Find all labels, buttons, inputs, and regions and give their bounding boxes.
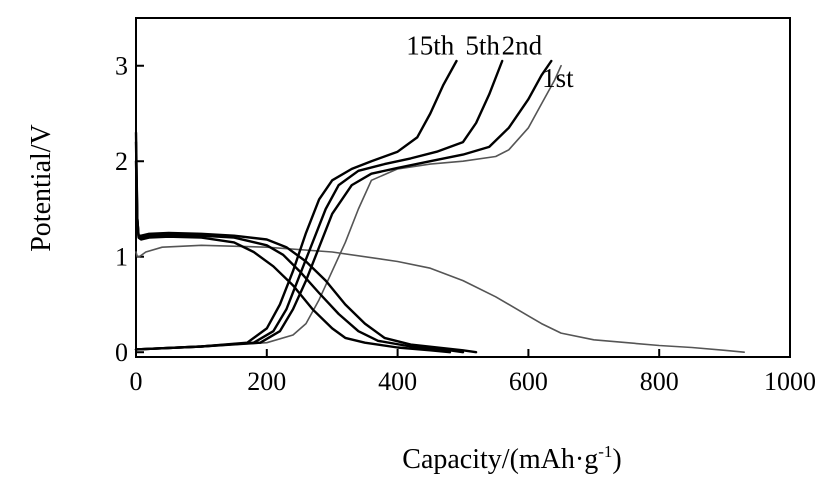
series-15th-charge-line (134, 59, 458, 351)
x-tick-label: 800 (640, 367, 679, 396)
cycle-label-1st: 1st (542, 63, 574, 93)
cycle-label-2nd: 2nd (502, 30, 543, 60)
y-tick-label: 1 (115, 243, 128, 272)
x-tick-label: 1000 (764, 367, 816, 396)
series-5th-charge-line (134, 59, 504, 351)
x-axis-label: Capacity/(mAh·g-1) (402, 442, 621, 475)
series-15th-discharge-line (134, 131, 452, 354)
cycle-label-5th: 5th (465, 30, 500, 60)
series-2nd-charge-line (134, 59, 553, 351)
x-tick-label: 0 (130, 367, 143, 396)
x-tick-label: 400 (378, 367, 417, 396)
y-tick-label: 3 (115, 52, 128, 81)
plot-frame (135, 17, 791, 358)
x-tick-label: 600 (509, 367, 548, 396)
y-tick-label: 0 (115, 338, 128, 367)
curves (134, 59, 746, 354)
y-axis-label: Potential/V (26, 124, 57, 252)
series-1st-discharge-line (135, 244, 746, 354)
x-tick-label: 200 (247, 367, 286, 396)
series-5th-discharge-line (134, 140, 465, 354)
series-1st-charge-line (135, 64, 562, 351)
series-2nd-discharge-line (134, 159, 478, 354)
axis-ticks: 0 200 400 600 800 1000 0 1 2 3 (115, 52, 816, 396)
cycle-label-15th: 15th (406, 30, 455, 60)
y-tick-label: 2 (115, 147, 128, 176)
